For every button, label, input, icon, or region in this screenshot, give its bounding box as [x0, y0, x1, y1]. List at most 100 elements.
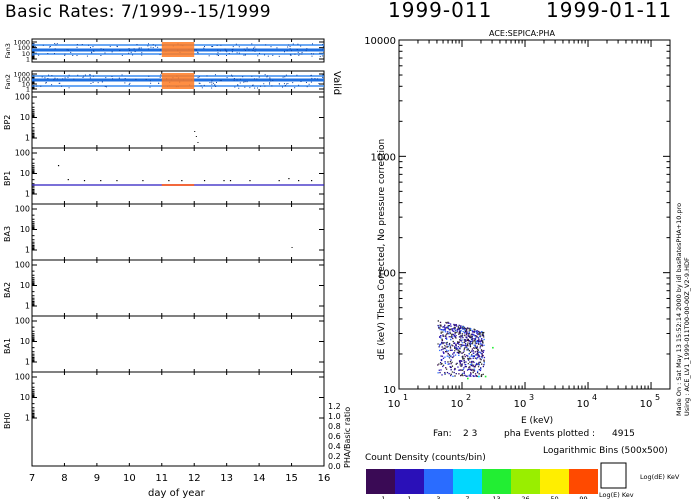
pha-event	[469, 345, 472, 348]
pha-event	[460, 335, 462, 337]
pha-event	[450, 369, 452, 371]
pha-event	[459, 361, 461, 364]
pha-event	[477, 333, 479, 336]
pha-event	[452, 333, 455, 336]
rate-point	[81, 44, 83, 46]
bp1-point	[311, 180, 313, 182]
pha-event	[475, 354, 477, 356]
rate-point	[100, 48, 102, 50]
rate-point	[243, 81, 245, 83]
pha-event	[474, 357, 477, 359]
rate-point	[285, 74, 287, 76]
pha-event	[439, 361, 442, 364]
rate-point	[231, 51, 233, 53]
rate-point	[138, 47, 140, 49]
pha-event	[470, 363, 473, 365]
pha-event	[466, 347, 468, 349]
pha-event	[478, 340, 481, 342]
color-tick-label: 3	[436, 495, 440, 499]
x-tick-label: 10	[640, 399, 653, 410]
rate-point	[238, 52, 240, 54]
pha-event	[442, 351, 444, 353]
pha-event	[459, 335, 462, 337]
rate-point	[112, 78, 114, 80]
pha-event	[442, 348, 444, 350]
rate-point	[82, 76, 84, 78]
pha-event	[469, 329, 472, 331]
rate-point	[158, 82, 160, 84]
pha-event	[481, 340, 484, 342]
pha-event	[463, 334, 466, 336]
pha-event	[471, 329, 473, 332]
pha-event	[451, 371, 454, 373]
rate-point	[228, 53, 230, 55]
pha-event	[451, 329, 453, 331]
pha-event	[483, 362, 485, 364]
rate-point	[226, 55, 228, 57]
panel-ytick-label: 1	[26, 86, 30, 94]
rate-point	[149, 80, 151, 82]
fan-label: Fan:	[433, 429, 452, 439]
bp2-point	[194, 131, 196, 132]
pha-event	[471, 348, 474, 350]
pha-event	[472, 365, 474, 367]
rate-point	[257, 55, 259, 57]
pha-event	[451, 336, 453, 338]
rate-point	[310, 81, 312, 83]
pha-event	[481, 356, 483, 358]
pha-event-high	[492, 346, 494, 349]
day-tick-label: 12	[188, 473, 201, 484]
pha-event	[463, 341, 465, 344]
pha-event	[438, 344, 441, 347]
pha-event	[444, 361, 446, 363]
pha-event	[476, 336, 479, 338]
pha-event	[445, 334, 447, 336]
panel-frame-bh0	[31, 371, 325, 467]
rate-point	[211, 87, 213, 89]
pha-event	[474, 339, 476, 341]
rate-point	[311, 55, 313, 57]
pha-event	[439, 328, 441, 331]
pha-event	[451, 334, 453, 336]
pha-event	[477, 356, 479, 359]
pha-event	[468, 366, 471, 368]
pha-event	[467, 334, 469, 337]
pha-event	[438, 363, 440, 365]
rate-point	[258, 76, 260, 78]
pha-event	[483, 349, 485, 352]
pha-event	[458, 354, 460, 356]
pha-event	[459, 360, 462, 362]
rate-point	[149, 86, 151, 88]
pha-event	[457, 343, 460, 345]
rate-point	[254, 50, 256, 52]
pha-event	[480, 344, 482, 347]
color-swatch	[453, 469, 482, 494]
day-axis: 7 8 9 10 11 12 13 14 15 16	[29, 473, 331, 484]
chart-title: ACE:SEPICA:PHA	[489, 29, 555, 38]
pha-event	[466, 354, 468, 357]
rate-point	[220, 80, 222, 82]
pha-event	[478, 351, 480, 353]
rate-point	[101, 81, 103, 83]
pha-event	[440, 355, 442, 357]
pha-event	[441, 355, 444, 357]
bp1-point	[67, 179, 69, 181]
pha-event	[437, 372, 439, 374]
rate-point	[236, 52, 238, 54]
rate-point	[136, 44, 138, 46]
rate-panels: 1000100101Fan3Valid1000100101Fan2100101B…	[3, 38, 342, 467]
rate-point	[286, 83, 288, 85]
pha-event	[444, 328, 446, 330]
pha-event	[472, 360, 474, 363]
rate-point	[282, 76, 284, 78]
rate-point	[70, 51, 72, 53]
panel-ytick-label: 1	[25, 246, 30, 255]
rate-point	[67, 49, 69, 51]
pha-event	[480, 368, 482, 370]
pha-event	[467, 339, 469, 341]
pha-event	[468, 327, 470, 330]
pha-event	[470, 342, 472, 345]
pha-event	[448, 363, 450, 365]
pha-event	[475, 336, 478, 338]
doy-code: 1999-011	[388, 0, 492, 22]
